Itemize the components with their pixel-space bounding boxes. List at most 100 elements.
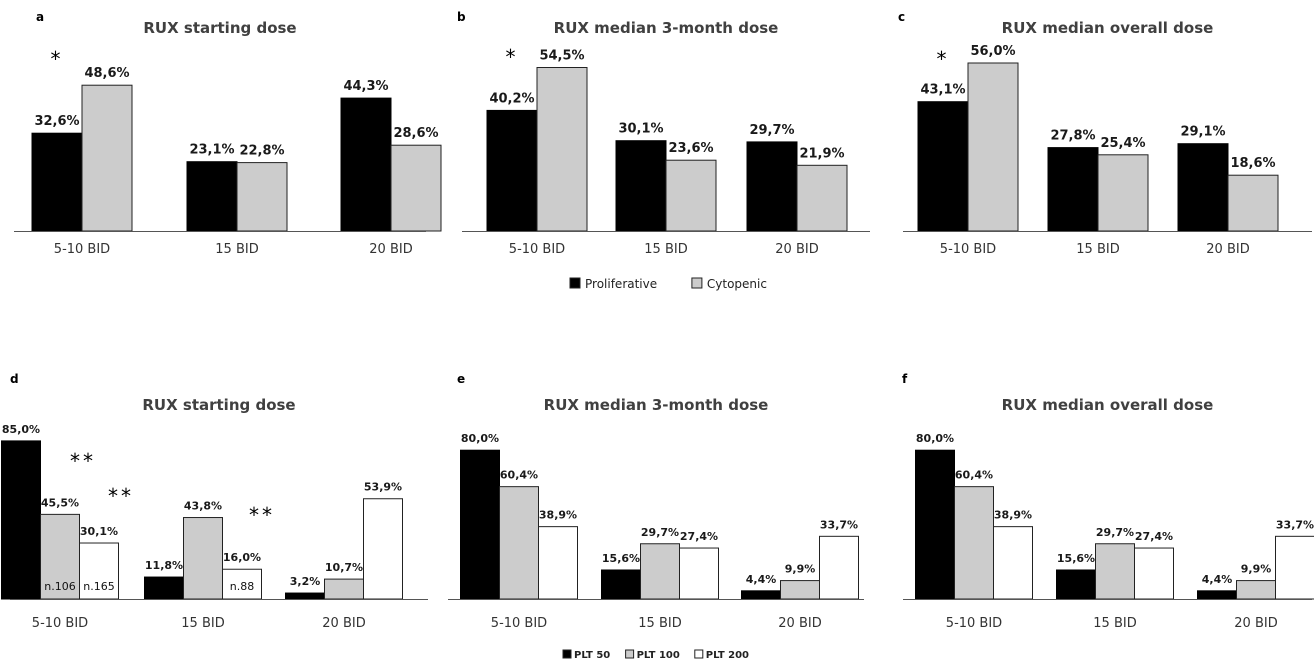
chart-title: RUX median overall dose xyxy=(1002,396,1214,414)
bar-cytopenic-1 xyxy=(665,159,717,232)
x-tick-label: 20 BID xyxy=(322,616,365,631)
bar-plt-200-2 xyxy=(363,498,403,600)
bar-cytopenic-0 xyxy=(81,84,133,232)
bar-plt-50-1 xyxy=(1056,569,1096,600)
legend-swatch xyxy=(562,649,572,659)
bar-cytopenic-2 xyxy=(796,164,848,232)
data-label: 43,8% xyxy=(184,500,222,513)
x-tick-label: 20 BID xyxy=(369,242,412,257)
chart-title: RUX median overall dose xyxy=(1002,19,1214,37)
data-label: 30,1% xyxy=(618,122,663,137)
legend-bottom: PLT 50 PLT 100 PLT 200 xyxy=(562,649,749,661)
x-tick-label: 5-10 BID xyxy=(940,242,996,257)
data-label: 18,6% xyxy=(1230,156,1275,171)
bar-plt-200-1 xyxy=(679,547,719,600)
x-tick-label: 20 BID xyxy=(1234,616,1277,631)
x-tick-label: 5-10 BID xyxy=(54,242,110,257)
bar-plt-100-1 xyxy=(1095,543,1135,600)
data-label: 9,9% xyxy=(1241,563,1272,576)
bar-plt-200-0 xyxy=(993,526,1033,600)
bar-proliferative-1 xyxy=(1047,147,1099,232)
data-label: 29,1% xyxy=(1180,125,1225,140)
data-label: 29,7% xyxy=(641,526,679,539)
bar-proliferative-2 xyxy=(1177,143,1229,232)
bar-plt-50-2 xyxy=(285,592,325,600)
data-label: 16,0% xyxy=(223,551,261,564)
x-tick-label: 5-10 BID xyxy=(491,616,547,631)
legend-label: PLT 50 xyxy=(574,650,610,661)
bar-plt-100-1 xyxy=(183,517,223,600)
data-label: 25,4% xyxy=(1100,136,1145,151)
x-tick-label: 5-10 BID xyxy=(946,616,1002,631)
x-tick-label: 15 BID xyxy=(1076,242,1119,257)
data-label: 15,6% xyxy=(602,552,640,565)
bar-plt-200-0 xyxy=(538,526,578,600)
bar-plt-200-2 xyxy=(1275,535,1314,600)
panel-letter: d xyxy=(10,372,19,386)
panel-letter: f xyxy=(902,372,908,386)
data-label: 23,1% xyxy=(189,143,234,158)
legend-label: Cytopenic xyxy=(707,277,767,291)
data-label: 30,1% xyxy=(80,525,118,538)
x-tick-label: 15 BID xyxy=(181,616,224,631)
x-tick-label: 5-10 BID xyxy=(509,242,565,257)
chart-panel-e: e RUX median 3-month dose 80,0% 15,6% 4,4% 60… xyxy=(448,372,864,631)
data-label: 38,9% xyxy=(539,509,577,522)
chart-panel-d: d RUX starting dose 85,0% 11,8% 3,2% 45,5% 43,… xyxy=(1,372,428,631)
bar-plt-100-2 xyxy=(324,578,364,600)
bar-plt-50-0 xyxy=(460,449,500,600)
x-tick-label: 20 BID xyxy=(1206,242,1249,257)
bar-plt-100-0 xyxy=(499,486,539,600)
significance-marker: ** xyxy=(108,484,134,508)
data-label: 27,8% xyxy=(1050,129,1095,144)
data-label: 29,7% xyxy=(1096,526,1134,539)
data-label: 27,4% xyxy=(680,530,718,543)
bar-proliferative-0 xyxy=(917,101,969,232)
legend-label: PLT 100 xyxy=(637,650,680,661)
significance-marker: * xyxy=(937,47,950,71)
x-tick-label: 15 BID xyxy=(1093,616,1136,631)
bar-proliferative-2 xyxy=(340,97,392,232)
data-label: 28,6% xyxy=(393,126,438,141)
legend-label: PLT 200 xyxy=(706,650,749,661)
chart-panel-c: c RUX median overall dose 43,1% 27,8% 29,1% 5… xyxy=(898,10,1312,257)
bar-proliferative-1 xyxy=(615,140,667,232)
legend-swatch xyxy=(625,649,635,659)
bar-plt-50-2 xyxy=(1197,590,1237,600)
chart-title: RUX median 3-month dose xyxy=(544,396,769,414)
bar-cytopenic-2 xyxy=(1227,174,1279,232)
x-tick-label: 20 BID xyxy=(778,616,821,631)
x-tick-label: 20 BID xyxy=(775,242,818,257)
bar-cytopenic-1 xyxy=(1097,154,1149,232)
x-tick-label: 5-10 BID xyxy=(32,616,88,631)
bar-cytopenic-1 xyxy=(236,162,288,232)
data-label: 54,5% xyxy=(539,49,584,64)
bar-plt-50-2 xyxy=(741,590,781,600)
data-label: 4,4% xyxy=(1202,573,1233,586)
chart-title: RUX starting dose xyxy=(143,19,296,37)
bar-plt-200-1 xyxy=(222,568,262,600)
bar-plt-200-1 xyxy=(1134,547,1174,600)
data-label: 40,2% xyxy=(489,91,534,106)
data-label: 60,4% xyxy=(500,469,538,482)
data-label: 21,9% xyxy=(799,146,844,161)
bar-plt-50-0 xyxy=(915,449,955,600)
bar-plt-50-1 xyxy=(601,569,641,600)
data-label: 38,9% xyxy=(994,509,1032,522)
data-label: 33,7% xyxy=(820,518,858,531)
bar-plt-100-2 xyxy=(780,580,820,600)
bar-cytopenic-0 xyxy=(967,62,1019,232)
bar-cytopenic-2 xyxy=(390,144,442,232)
data-label: 15,6% xyxy=(1057,552,1095,565)
bar-proliferative-2 xyxy=(746,141,798,232)
legend-label: Proliferative xyxy=(585,277,657,291)
chart-title: RUX starting dose xyxy=(142,396,295,414)
data-label: 9,9% xyxy=(785,563,816,576)
bar-plt-100-0 xyxy=(40,513,80,600)
bar-plt-200-2 xyxy=(819,535,859,600)
bar-count-label: n.88 xyxy=(230,580,254,593)
bar-cytopenic-0 xyxy=(536,67,588,232)
panel-letter: a xyxy=(36,10,44,24)
data-label: 48,6% xyxy=(84,66,129,81)
data-label: 4,4% xyxy=(746,573,777,586)
